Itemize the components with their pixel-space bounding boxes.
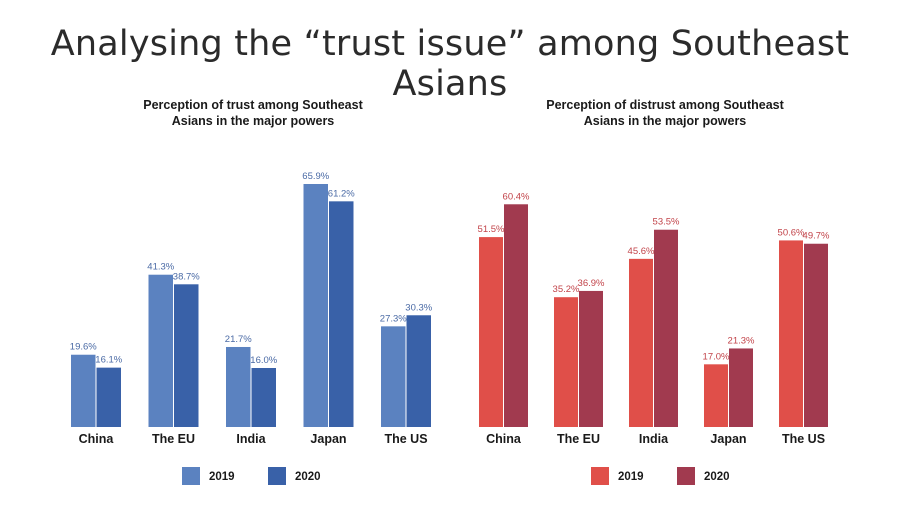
trust-value-label-the-eu-2020: 38.7% <box>173 271 200 282</box>
distrust-value-label-the-eu-2019: 35.2% <box>553 284 580 295</box>
trust-category-label: China <box>79 432 115 446</box>
distrust-category-label: India <box>639 432 669 446</box>
trust-value-label-the-us-2019: 27.3% <box>380 313 407 324</box>
distrust-category-label: The US <box>782 432 825 446</box>
distrust-bar-japan-2020 <box>729 348 753 427</box>
distrust-category-label: Japan <box>710 432 746 446</box>
distrust-value-label-india-2019: 45.6% <box>628 246 655 257</box>
trust-value-label-japan-2019: 65.9% <box>302 171 329 182</box>
distrust-legend-label-2019: 2019 <box>618 471 644 483</box>
trust-bar-the-us-2020 <box>406 315 431 427</box>
trust-bar-india-2019 <box>226 346 251 427</box>
trust-bar-the-eu-2019 <box>148 274 173 427</box>
distrust-bar-japan-2019 <box>704 364 728 427</box>
distrust-category-label: China <box>486 432 522 446</box>
distrust-legend-swatch-2020 <box>677 467 695 485</box>
trust-category-label: The EU <box>152 432 195 446</box>
distrust-bar-india-2020 <box>654 229 678 427</box>
trust-chart: Perception of trust among Southeast Asian… <box>70 98 433 485</box>
distrust-value-label-the-us-2020: 49.7% <box>803 231 830 242</box>
distrust-bar-the-eu-2019 <box>554 297 578 427</box>
distrust-legend-swatch-2019 <box>591 467 609 485</box>
trust-legend-swatch-2019 <box>182 467 200 485</box>
distrust-value-label-the-eu-2020: 36.9% <box>578 278 605 289</box>
distrust-value-label-the-us-2019: 50.6% <box>778 227 805 238</box>
distrust-value-label-china-2019: 51.5% <box>478 224 505 235</box>
distrust-value-label-china-2020: 60.4% <box>503 191 530 202</box>
distrust-legend-label-2020: 2020 <box>704 471 730 483</box>
trust-category-label: Japan <box>310 432 346 446</box>
trust-value-label-india-2019: 21.7% <box>225 334 252 345</box>
distrust-category-label: The EU <box>557 432 600 446</box>
trust-legend-label-2019: 2019 <box>209 471 235 483</box>
trust-value-label-the-us-2020: 30.3% <box>405 302 432 313</box>
trust-legend-swatch-2020 <box>268 467 286 485</box>
trust-bar-india-2020 <box>251 368 276 427</box>
distrust-chart-title-line-1: Perception of distrust among Southeast <box>546 98 784 112</box>
trust-value-label-the-eu-2019: 41.3% <box>147 262 174 273</box>
trust-bar-japan-2019 <box>303 184 328 427</box>
trust-value-label-india-2020: 16.0% <box>250 355 277 366</box>
distrust-value-label-japan-2019: 17.0% <box>703 351 730 362</box>
distrust-bar-the-eu-2020 <box>579 290 603 427</box>
trust-bar-japan-2020 <box>329 201 354 427</box>
distrust-bar-the-us-2019 <box>779 240 803 427</box>
distrust-chart-title-line-2: Asians in the major powers <box>584 114 747 128</box>
distrust-value-label-india-2020: 53.5% <box>653 217 680 228</box>
distrust-value-label-japan-2020: 21.3% <box>728 335 755 346</box>
distrust-bar-china-2019 <box>479 237 503 427</box>
trust-value-label-china-2020: 16.1% <box>95 355 122 366</box>
trust-chart-title-line-2: Asians in the major powers <box>172 114 335 128</box>
distrust-bar-india-2019 <box>629 258 653 427</box>
trust-legend-label-2020: 2020 <box>295 471 321 483</box>
trust-bar-the-eu-2020 <box>174 284 199 427</box>
trust-bar-the-us-2019 <box>381 326 406 427</box>
distrust-chart: Perception of distrust among Southeast As… <box>478 98 830 485</box>
trust-chart-title-line-1: Perception of trust among Southeast <box>143 98 363 112</box>
distrust-bar-the-us-2020 <box>804 243 828 427</box>
page-title: Analysing the “trust issue” among Southe… <box>50 24 850 104</box>
trust-category-label: India <box>236 432 266 446</box>
trust-value-label-japan-2020: 61.2% <box>328 188 355 199</box>
trust-value-label-china-2019: 19.6% <box>70 342 97 353</box>
trust-category-label: The US <box>384 432 427 446</box>
trust-bar-china-2019 <box>71 354 96 427</box>
distrust-bar-china-2020 <box>504 204 528 427</box>
trust-bar-china-2020 <box>96 367 121 427</box>
